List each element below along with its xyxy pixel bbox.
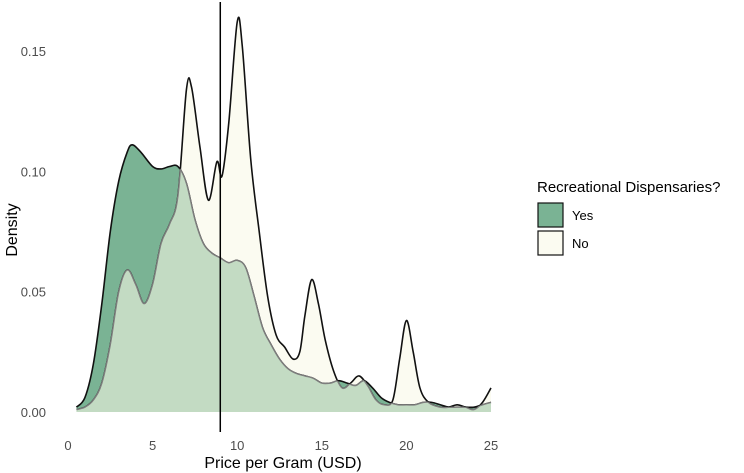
y-tick-label: 0.15 bbox=[21, 44, 46, 59]
x-tick-label: 20 bbox=[399, 438, 413, 453]
legend-key-yes bbox=[537, 202, 564, 228]
overlap-area bbox=[76, 144, 491, 412]
plot-area bbox=[75, 2, 492, 432]
legend-key-no bbox=[537, 230, 564, 256]
x-axis-ticks: 0 5 10 15 20 25 bbox=[64, 438, 498, 453]
legend-label-yes: Yes bbox=[572, 208, 594, 223]
x-tick-label: 5 bbox=[149, 438, 156, 453]
y-tick-label: 0.05 bbox=[21, 285, 46, 300]
y-tick-label: 0.00 bbox=[21, 405, 46, 420]
x-axis-title: Price per Gram (USD) bbox=[204, 455, 361, 472]
legend-label-no: No bbox=[572, 236, 589, 251]
y-tick-label: 0.10 bbox=[21, 164, 46, 179]
x-tick-label: 10 bbox=[230, 438, 244, 453]
x-tick-label: 0 bbox=[64, 438, 71, 453]
y-axis-title: Density bbox=[4, 203, 21, 256]
x-tick-label: 25 bbox=[484, 438, 498, 453]
legend: Recreational Dispensaries? Yes No bbox=[537, 179, 720, 256]
y-axis-ticks: 0.00 0.05 0.10 0.15 bbox=[21, 44, 46, 420]
x-tick-label: 15 bbox=[315, 438, 329, 453]
legend-title: Recreational Dispensaries? bbox=[537, 179, 720, 196]
